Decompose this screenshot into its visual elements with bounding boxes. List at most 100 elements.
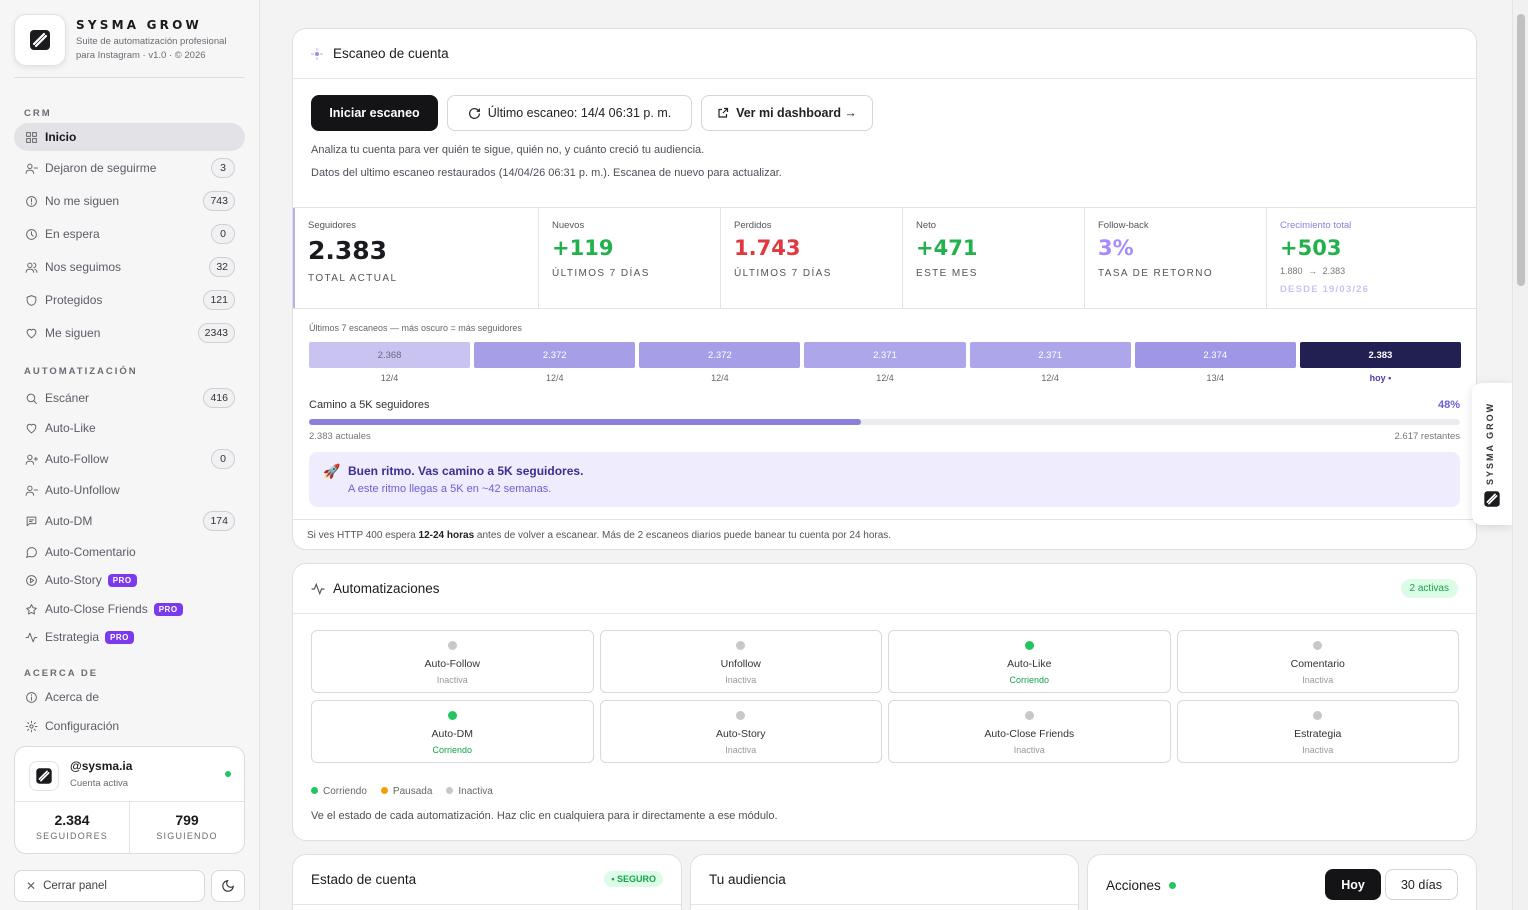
scan-history-cell[interactable]: 2.372 (639, 342, 801, 368)
logo-icon (36, 768, 52, 784)
nav-count-badge: 416 (203, 388, 235, 408)
scan-history-cell[interactable]: 2.368 (309, 342, 471, 368)
external-link-icon (718, 107, 729, 118)
pro-badge: PRO (153, 602, 183, 616)
sidebar-item-me-siguen[interactable]: Me siguen 2343 (14, 319, 245, 347)
sidebar-item-auto-follow[interactable]: Auto-Follow 0 (14, 445, 245, 473)
nav-count-badge: 174 (203, 511, 235, 531)
sidebar-item-dejaron-de-seguirme[interactable]: Dejaron de seguirme 3 (14, 154, 245, 182)
stat-neto: Neto +471 ESTE MES (902, 208, 1084, 308)
scan-history-cell[interactable]: 2.372 (474, 342, 636, 368)
status-dot (447, 641, 457, 650)
automation-tile-auto-story[interactable]: Auto-Story Inactiva (599, 700, 882, 763)
nav-label: Protegidos (45, 293, 103, 307)
automation-tile-unfollow[interactable]: Unfollow Inactiva (599, 630, 882, 693)
scan-history-cell[interactable]: 2.383 (1299, 342, 1461, 368)
dashboard-label: Ver mi dashboard → (736, 106, 857, 120)
section-crm: CRM (24, 108, 52, 119)
clock-icon (25, 228, 38, 241)
stat-label: Seguidores (308, 220, 357, 231)
info-icon (25, 691, 38, 704)
sidebar-item-estrategia[interactable]: Estrategia PRO (14, 623, 245, 651)
tab-30-days[interactable]: 30 días (1385, 869, 1458, 900)
sidebar-item-en-espera[interactable]: En espera 0 (14, 220, 245, 248)
growth-range: 1.880 → 2.383 (1280, 266, 1477, 276)
audience-title: Tu audiencia (709, 872, 786, 887)
actions-card: Acciones Hoy 30 días (1087, 854, 1477, 910)
scan-history-cell[interactable]: 2.371 (969, 342, 1131, 368)
automation-tile-auto-follow[interactable]: Auto-Follow Inactiva (311, 630, 594, 693)
scan-history-cell[interactable]: 2.374 (1134, 342, 1296, 368)
sidebar-item-auto-story[interactable]: Auto-Story PRO (14, 566, 245, 594)
automations-card: Automatizaciones 2 activas Auto-Follow In… (292, 563, 1477, 841)
legend-inactive: Inactiva (446, 786, 493, 797)
stat-label: Perdidos (734, 220, 772, 231)
stat-label: Neto (916, 220, 937, 231)
legend-inactive-label: Inactiva (458, 786, 493, 797)
automation-tile-auto-like[interactable]: Auto-Like Corriendo (888, 630, 1171, 693)
moon-icon (222, 880, 234, 892)
scrollbar-thumb[interactable] (1517, 14, 1525, 286)
online-status-dot (225, 771, 231, 777)
brand-subtitle: Suite de automatización profesional para… (76, 36, 227, 61)
dashboard-button[interactable]: Ver mi dashboard → (701, 95, 873, 131)
side-brand-tab[interactable]: SYSMA GROW (1472, 383, 1512, 525)
legend-running: Corriendo (311, 786, 367, 797)
sidebar-item-auto-like[interactable]: Auto-Like (14, 414, 245, 442)
sidebar-item-auto-unfollow[interactable]: Auto-Unfollow (14, 476, 245, 504)
sidebar-item-auto-comentario[interactable]: Auto-Comentario (14, 538, 245, 566)
sidebar-item-no-me-siguen[interactable]: No me siguen 743 (14, 187, 245, 215)
refresh-icon (468, 107, 480, 119)
start-scan-button[interactable]: Iniciar escaneo (311, 95, 438, 131)
automation-grid: Auto-Follow Inactiva Unfollow Inactiva Auto-… (311, 630, 1459, 763)
stats-row: Seguidores 2.383 TOTAL ACTUAL Nuevos +119 ÚLT… (293, 207, 1477, 309)
sidebar-item-protegidos[interactable]: Protegidos 121 (14, 286, 245, 314)
stat-label: Follow-back (1098, 220, 1149, 231)
sidebar-item-acerca-de[interactable]: Acerca de (14, 683, 245, 711)
automation-tile-auto-dm[interactable]: Auto-DM Corriendo (311, 700, 594, 763)
legend-paused: Pausada (380, 786, 432, 797)
sidebar-item-auto-close-friends[interactable]: Auto-Close Friends PRO (14, 595, 245, 623)
status-dot (447, 711, 457, 720)
scan-card-header: Escaneo de cuenta (293, 29, 1476, 79)
goal-progress-track (309, 419, 1460, 425)
automation-status: Inactiva (725, 745, 757, 755)
sidebar-item-auto-dm[interactable]: Auto-DM 174 (14, 507, 245, 535)
status-dot (1313, 641, 1323, 650)
user-plus-icon (25, 453, 38, 466)
logo-icon (30, 30, 50, 50)
sidebar-item-nos-seguimos[interactable]: Nos seguimos 32 (14, 253, 245, 281)
automation-tile-auto-close-friends[interactable]: Auto-Close Friends Inactiva (888, 700, 1171, 763)
account-status-header: Estado de cuenta • SEGURO (293, 855, 681, 905)
stat-sub: TOTAL ACTUAL (308, 273, 398, 284)
tab-today[interactable]: Hoy (1325, 869, 1381, 900)
following-label: SIGUIENDO (156, 831, 218, 841)
automation-name: Estrategia (1294, 728, 1342, 740)
theme-toggle-button[interactable] (211, 870, 245, 902)
account-card[interactable]: @sysma.ia Cuenta activa 2.384 SEGUIDORES… (14, 746, 245, 854)
scan-history-cell[interactable]: 2.371 (804, 342, 966, 368)
automation-name: Comentario (1290, 658, 1345, 670)
automation-name: Auto-Like (1007, 658, 1052, 670)
page-scrollbar[interactable] (1512, 0, 1528, 910)
stat-value: 1.743 (734, 236, 801, 260)
stat-sub: ESTE MES (916, 268, 978, 279)
sidebar-item-esc-ner[interactable]: Escáner 416 (14, 384, 245, 412)
star-icon (25, 603, 38, 616)
message-circle-icon (25, 546, 38, 559)
status-dot (736, 711, 746, 720)
goal-current: 2.383 actuales (309, 431, 371, 442)
sidebar-item-inicio[interactable]: Inicio (14, 123, 245, 151)
tip-title: Buen ritmo. Vas camino a 5K seguidores. (348, 464, 584, 478)
nav-label: Dejaron de seguirme (45, 161, 157, 175)
automation-tile-comentario[interactable]: Comentario Inactiva (1176, 630, 1459, 693)
automation-tile-estrategia[interactable]: Estrategia Inactiva (1176, 700, 1459, 763)
users-icon (25, 261, 38, 274)
last-scan-button[interactable]: Último escaneo: 14/4 06:31 p. m. (447, 95, 692, 131)
search-icon (25, 392, 38, 405)
close-panel-button[interactable]: ✕ Cerrar panel (14, 870, 205, 902)
stat-value: +119 (552, 236, 614, 260)
sidebar-item-configuraci-n[interactable]: Configuración (14, 712, 245, 740)
stat-value: 3% (1098, 236, 1134, 260)
automation-status: Inactiva (1302, 675, 1334, 685)
